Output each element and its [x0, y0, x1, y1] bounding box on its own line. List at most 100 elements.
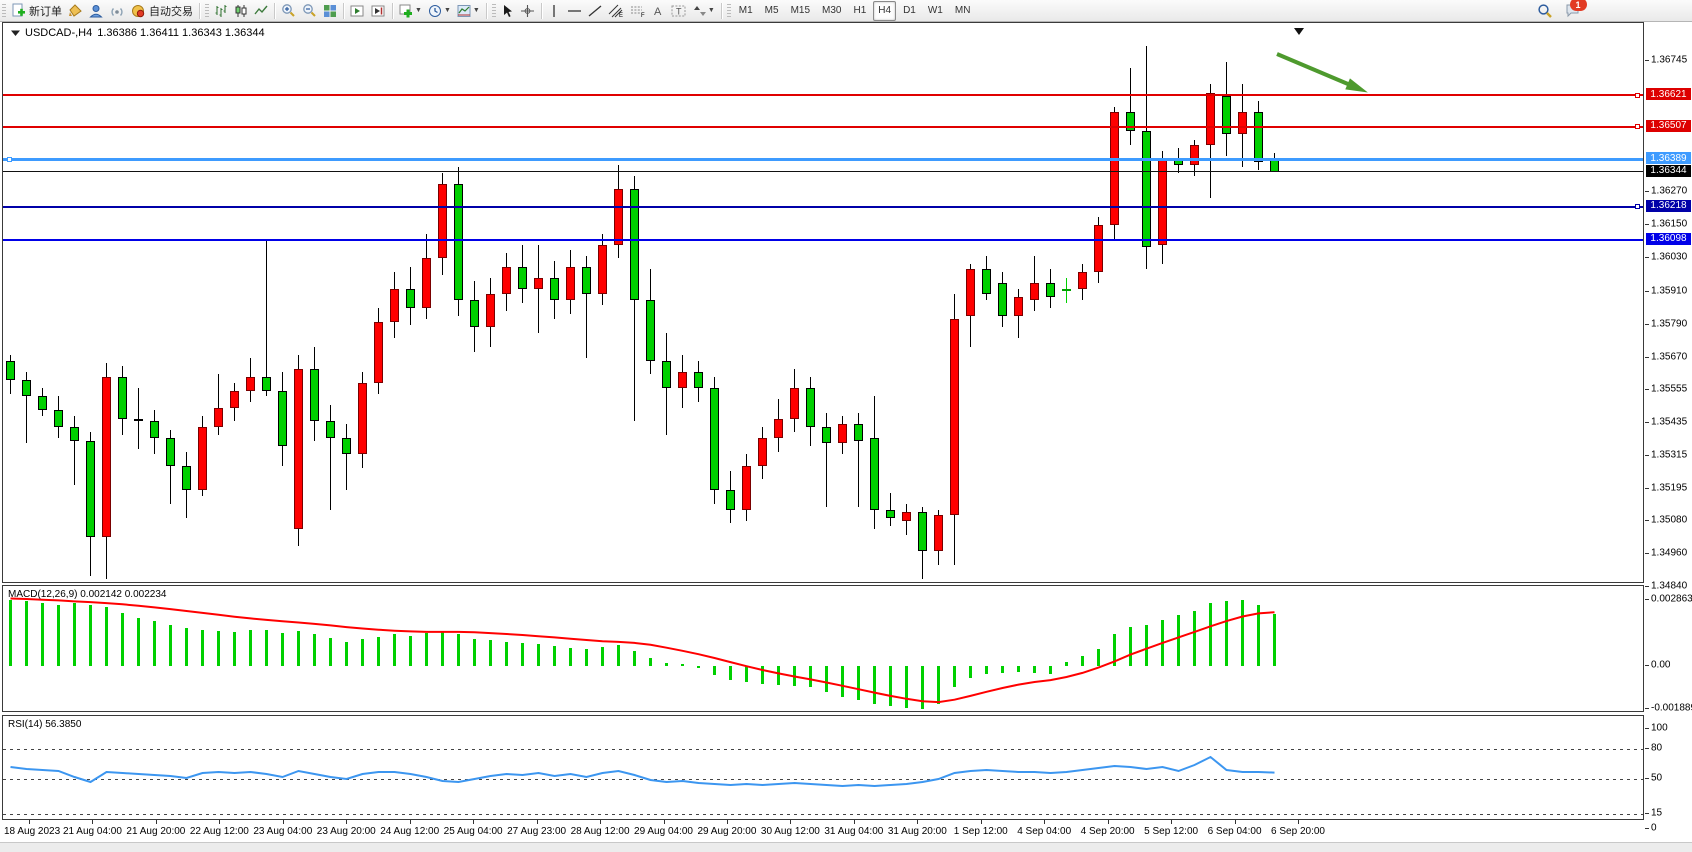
notification-badge[interactable]: 1 [1569, 0, 1587, 11]
time-tick-label[interactable]: 28 Aug 12:00 [570, 826, 630, 837]
zoom-out-button[interactable] [299, 1, 320, 20]
bar-chart-button[interactable] [211, 1, 231, 20]
line-handle[interactable] [7, 156, 12, 162]
tile-windows-button[interactable] [320, 1, 340, 20]
price-chart-pane[interactable]: USDCAD-,H4 1.36386 1.36411 1.36343 1.363… [2, 22, 1644, 583]
autotrading-button[interactable]: 自动交易 [128, 1, 196, 20]
indicators-button[interactable]: ▼ [396, 1, 425, 20]
rsi-level-line [3, 749, 1643, 750]
search-button[interactable] [1534, 1, 1556, 20]
macd-histogram-bar [1017, 665, 1020, 672]
text-label-icon: T [671, 5, 686, 16]
arrows-button[interactable]: ▼ [690, 1, 718, 20]
time-tick-label[interactable]: 21 Aug 04:00 [62, 826, 122, 837]
crosshair-button[interactable] [517, 1, 538, 20]
equidistant-channel-button[interactable]: E [605, 1, 627, 20]
trendline-button[interactable] [585, 1, 605, 20]
time-tick-label[interactable]: 1 Sep 12:00 [953, 826, 1008, 837]
time-tick-label[interactable]: 23 Aug 20:00 [316, 826, 376, 837]
horizontal-line-object[interactable] [3, 205, 1643, 208]
candle-wick [890, 493, 891, 527]
horizontal-line-button[interactable] [564, 1, 585, 20]
horizontal-line-object[interactable] [3, 157, 1643, 161]
time-tick-label[interactable]: 6 Sep 20:00 [1271, 826, 1325, 837]
price-tick-label: 1.36030 [1651, 251, 1688, 263]
time-axis[interactable]: 18 Aug 2023 21 Aug 04:00 21 Aug 20:00 22 Au… [2, 820, 1645, 842]
horizontal-line-object[interactable] [3, 171, 1643, 173]
time-tick-label[interactable]: 4 Sep 20:00 [1080, 826, 1135, 837]
time-tick-label[interactable]: 31 Aug 20:00 [887, 826, 947, 837]
time-tick-label[interactable]: 24 Aug 12:00 [380, 826, 440, 837]
new-order-button[interactable]: 新订单 [8, 1, 65, 20]
time-tick-label[interactable]: 25 Aug 04:00 [443, 826, 503, 837]
horizontal-line-object[interactable] [3, 238, 1643, 241]
line-handle[interactable] [1635, 92, 1640, 98]
rsi-pane[interactable]: RSI(14) 56.3850 [2, 715, 1644, 820]
auto-scroll-button[interactable] [347, 1, 368, 20]
candle [1078, 272, 1087, 289]
timeframe-M30[interactable]: M30 [822, 5, 842, 16]
signals-button[interactable] [107, 1, 128, 20]
fibonacci-button[interactable]: F [627, 1, 649, 20]
periods-button[interactable]: ▼ [425, 1, 454, 20]
macd-label: MACD(12,26,9) 0.002142 0.002234 [8, 589, 167, 600]
price-line-label: 1.36507 [1646, 119, 1691, 132]
chart-shift-button[interactable] [368, 1, 389, 20]
candle [1030, 283, 1039, 300]
candle [1062, 288, 1071, 291]
price-axis[interactable]: 1.36745 1.36270 1.36150 1.36030 1.35910 1.357… [1645, 22, 1692, 842]
green-arrow-annotation[interactable] [3, 23, 1645, 584]
line-handle[interactable] [1635, 124, 1640, 130]
zoom-in-button[interactable] [278, 1, 299, 20]
candle [390, 288, 399, 322]
line-chart-button[interactable] [251, 1, 271, 20]
time-tick-label[interactable]: 5 Sep 12:00 [1144, 826, 1199, 837]
styler-button[interactable] [65, 1, 86, 20]
cursor-button[interactable] [498, 1, 517, 20]
time-tick-label[interactable]: 29 Aug 20:00 [697, 826, 757, 837]
time-tick-label[interactable]: 6 Sep 04:00 [1207, 826, 1262, 837]
candle [982, 269, 991, 295]
macd-pane[interactable]: MACD(12,26,9) 0.002142 0.002234 [2, 585, 1644, 712]
chart-shift-marker[interactable] [1294, 28, 1304, 35]
line-handle[interactable] [1635, 204, 1640, 209]
time-tick [1044, 820, 1046, 824]
time-tick-label[interactable]: 31 Aug 04:00 [824, 826, 884, 837]
time-tick-label[interactable]: 30 Aug 12:00 [760, 826, 820, 837]
time-tick [726, 820, 728, 824]
macd-histogram-bar [1081, 656, 1084, 666]
templates-button[interactable]: ▼ [454, 1, 483, 20]
timeframe-MN[interactable]: MN [954, 5, 971, 16]
svg-text:A: A [654, 6, 662, 18]
horizontal-line-object[interactable] [3, 94, 1643, 97]
horizontal-line-object[interactable] [3, 125, 1643, 128]
time-tick-label[interactable]: 29 Aug 04:00 [634, 826, 693, 837]
timeframe-W1[interactable]: W1 [927, 5, 943, 16]
timeframe-M5[interactable]: M5 [764, 5, 779, 16]
time-tick-label[interactable]: 18 Aug 2023 [4, 826, 61, 837]
timeframe-D1[interactable]: D1 [903, 5, 916, 16]
time-tick-label[interactable]: 27 Aug 23:00 [507, 826, 567, 837]
toolbar-grip[interactable] [2, 3, 6, 18]
text-label-button[interactable]: T [668, 1, 690, 20]
macd-histogram-bar [601, 646, 604, 666]
price-tick-label: 1.34840 [1651, 580, 1688, 592]
time-tick [1171, 820, 1173, 824]
time-tick-label[interactable]: 4 Sep 04:00 [1017, 826, 1072, 837]
time-tick-label[interactable]: 23 Aug 04:00 [253, 826, 313, 837]
community-button[interactable]: 1 [1562, 0, 1587, 20]
candle [150, 421, 159, 438]
time-tick-label[interactable]: 21 Aug 20:00 [126, 826, 186, 837]
text-button[interactable]: A [649, 1, 668, 20]
vertical-line-button[interactable] [545, 1, 564, 20]
macd-histogram-bar [521, 642, 524, 666]
candle [342, 437, 351, 455]
timeframe-H4[interactable]: H4 [873, 0, 897, 21]
timeframe-M1[interactable]: M1 [738, 5, 753, 16]
timeframe-H1[interactable]: H1 [853, 5, 867, 16]
axis-tick [1645, 519, 1649, 521]
candlestick-chart-button[interactable] [231, 1, 251, 20]
time-tick-label[interactable]: 22 Aug 12:00 [189, 826, 249, 837]
timeframe-M15[interactable]: M15 [790, 5, 811, 16]
publisher-button[interactable] [86, 1, 107, 20]
